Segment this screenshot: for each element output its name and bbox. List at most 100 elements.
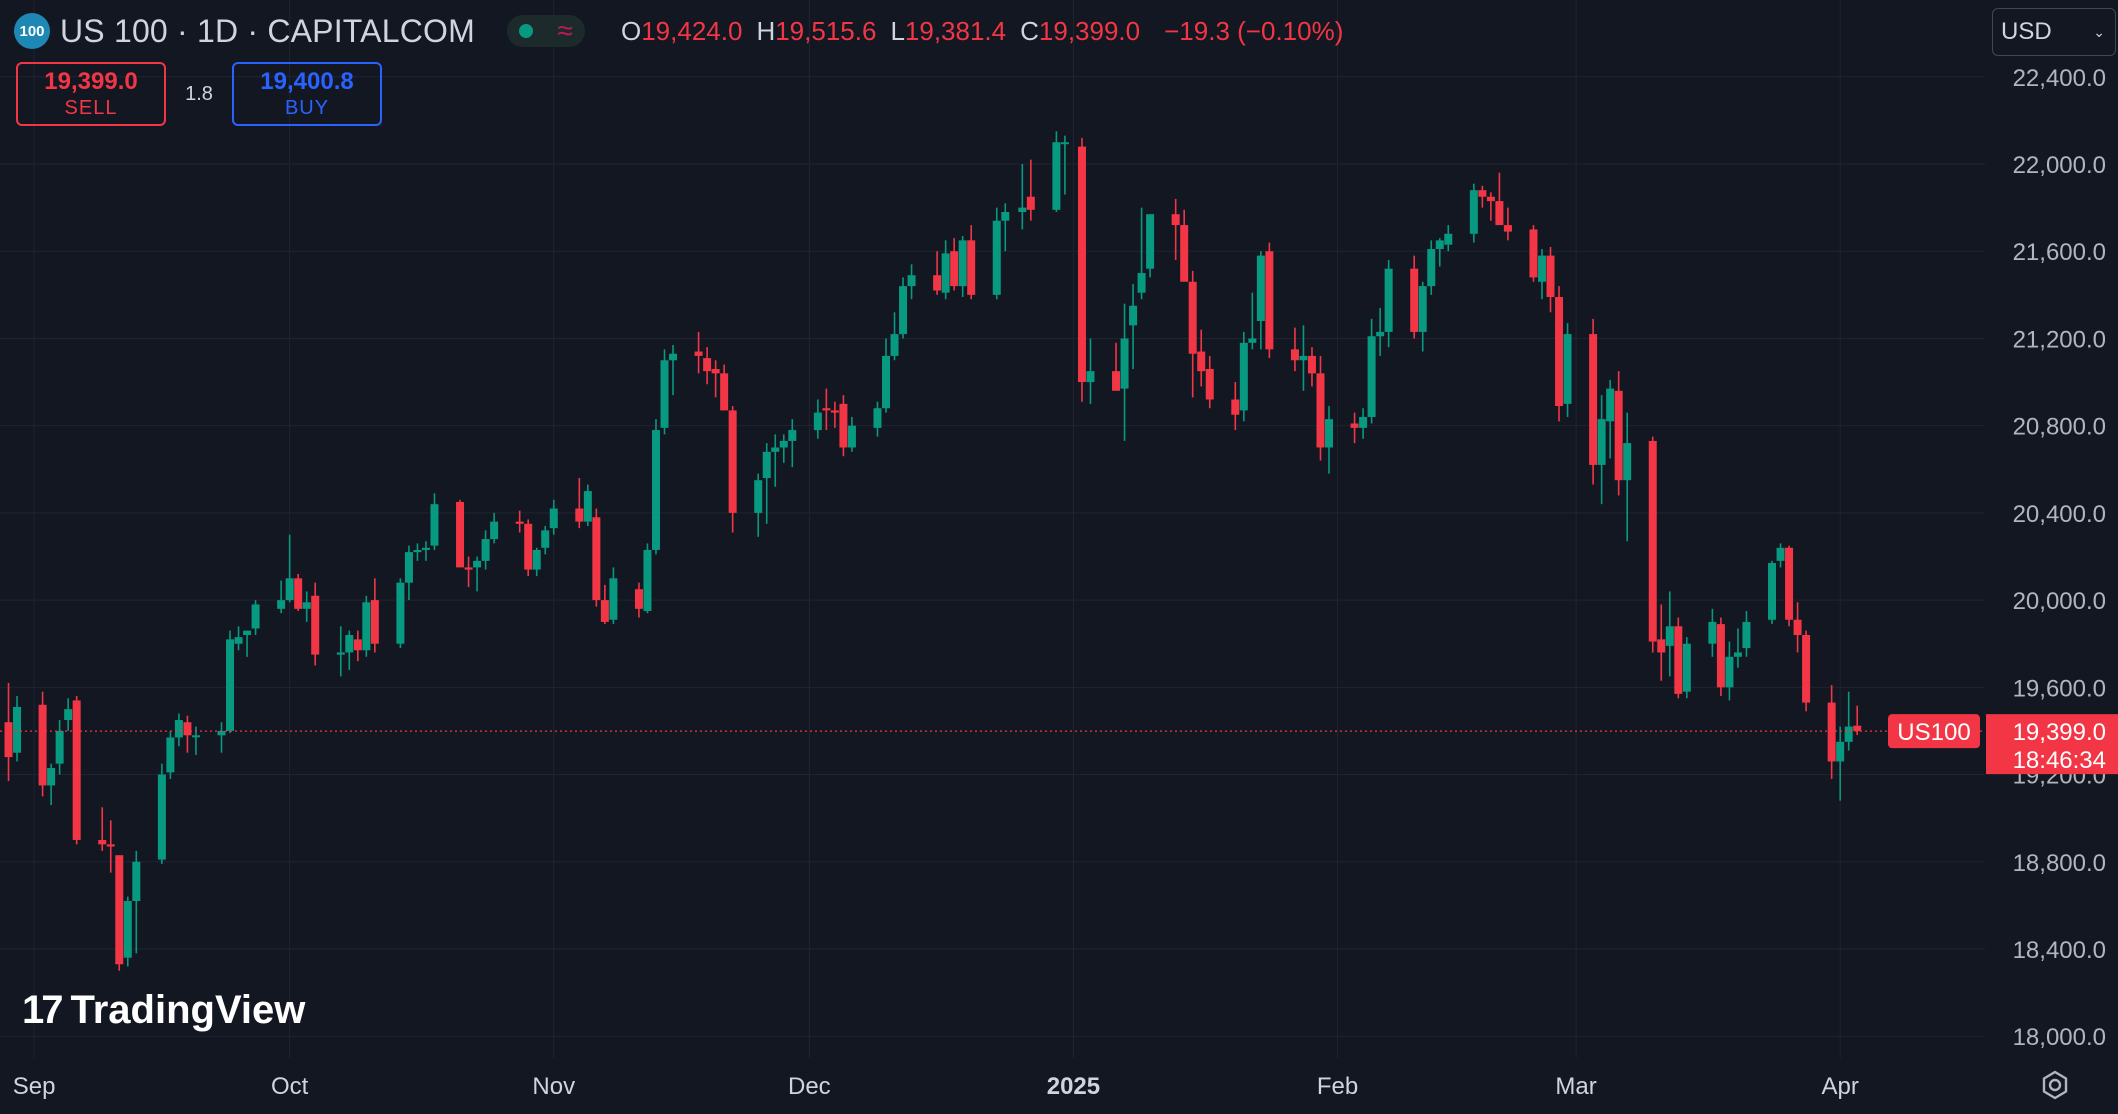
candle-body [711, 368, 720, 374]
candle-down [1171, 198, 1180, 260]
candle-body [353, 639, 362, 651]
candle-body [1657, 639, 1666, 653]
candle-up [1768, 560, 1777, 625]
candle-up [166, 730, 175, 779]
candle-up [55, 720, 64, 775]
candle-down [311, 582, 320, 666]
candle-up [1708, 608, 1717, 657]
candle-body [1026, 196, 1035, 210]
candle-body [779, 440, 788, 448]
candle-body [226, 639, 235, 731]
candle-body [251, 604, 260, 629]
candle-body [532, 549, 541, 570]
candle-up [669, 344, 678, 396]
candle-body [1716, 624, 1725, 688]
candle-down [1231, 382, 1240, 431]
candle-body [1146, 214, 1155, 269]
candle-body [933, 275, 942, 291]
candle-body [1529, 229, 1538, 278]
candle-down [106, 820, 115, 873]
candle-up [1597, 395, 1606, 505]
x-tick-label: Apr [1821, 1073, 1858, 1100]
candle-body [1853, 725, 1862, 732]
candle-up [421, 541, 430, 561]
candle-body [1478, 190, 1487, 197]
currency-select[interactable]: USD ⌄ [1992, 8, 2116, 56]
candle-body [1555, 297, 1564, 407]
candle-up [277, 580, 286, 614]
candle-up [609, 567, 618, 625]
settings-gear-icon[interactable] [2040, 1070, 2070, 1100]
candle-body [1682, 643, 1691, 692]
candle-body [64, 709, 73, 721]
candle-up [992, 207, 1001, 300]
candle-body [1537, 255, 1546, 282]
candle-body [166, 737, 175, 773]
candle-up [234, 626, 243, 651]
candle-down [1785, 545, 1794, 627]
last-price-symbol-text: US100 [1897, 719, 1970, 746]
candle-up [1376, 307, 1385, 356]
candle-body [1614, 390, 1623, 481]
sell-button[interactable]: 19,399.0 SELL [16, 62, 166, 126]
candle-body [1060, 142, 1069, 145]
candle-up [217, 722, 226, 753]
candle-down [1307, 347, 1316, 387]
candle-up [157, 763, 166, 864]
candle-body [907, 275, 916, 287]
candle-up [873, 401, 882, 437]
symbol-badge-icon[interactable]: 100 [14, 13, 50, 49]
symbol-title[interactable]: US 100 · 1D · CAPITALCOM [60, 12, 475, 49]
market-status[interactable]: ≈ [506, 15, 585, 47]
candle-down [1716, 617, 1725, 697]
candle-down [703, 347, 712, 385]
buy-button[interactable]: 19,400.8 BUY [232, 62, 382, 126]
candle-body [1325, 419, 1334, 448]
candle-down [1265, 242, 1274, 359]
candle-body [464, 567, 473, 570]
candle-down [1495, 172, 1504, 226]
candle-body [1410, 268, 1419, 332]
candle-body [634, 589, 643, 609]
candle-down [1529, 225, 1538, 282]
candle-body [694, 351, 703, 356]
tradingview-logo[interactable]: 17 TradingView [22, 988, 305, 1033]
candle-body [728, 410, 737, 513]
symbol-header: 100 US 100 · 1D · CAPITALCOM ≈ O19,424.0… [14, 10, 1343, 52]
candle-body [1299, 355, 1308, 361]
candle-up [481, 530, 490, 570]
candle-up [541, 525, 550, 555]
y-tick-label: 18,000.0 [2013, 1024, 2106, 1051]
candle-body [294, 578, 303, 609]
candle-body [430, 504, 439, 546]
candle-up [13, 696, 22, 762]
candle-body [754, 480, 763, 513]
grid-lines [0, 0, 1985, 1058]
candle-down [370, 578, 379, 653]
candle-body [1648, 440, 1657, 642]
candle-up [1367, 318, 1376, 424]
candle-down [294, 573, 303, 612]
candle-body [345, 634, 354, 653]
candle-body [651, 430, 660, 550]
open-value: 19,424.0 [641, 15, 743, 46]
candle-down [600, 584, 609, 625]
candle-up [430, 493, 439, 550]
spread-value: 1.8 [185, 82, 213, 105]
candle-body [549, 508, 558, 529]
candle-up [490, 512, 499, 544]
last-price-value: 19,399.0 [2013, 719, 2106, 746]
x-tick-label: 2025 [1047, 1073, 1100, 1100]
candle-body [1793, 619, 1802, 635]
candle-down [464, 556, 473, 588]
candle-down [1350, 412, 1359, 444]
candle-up [1836, 726, 1845, 801]
candle-body [311, 595, 320, 655]
candle-up [788, 419, 797, 468]
candle-body [1435, 240, 1444, 250]
candle-body [1376, 331, 1385, 337]
candle-down [1827, 685, 1836, 779]
candle-body [1486, 196, 1495, 202]
candle-down [830, 401, 839, 428]
